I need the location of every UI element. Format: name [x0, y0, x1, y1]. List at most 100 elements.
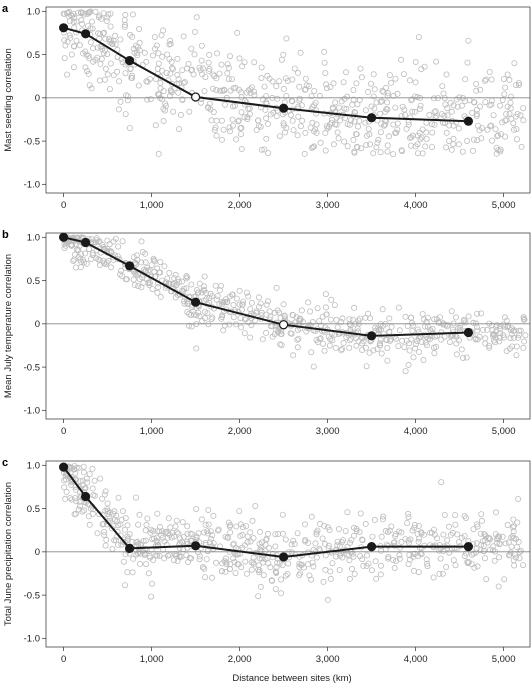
- scatter-point: [151, 45, 158, 52]
- scatter-point: [316, 92, 323, 99]
- scatter-point: [490, 112, 497, 119]
- scatter-point: [314, 305, 321, 312]
- scatter-point: [503, 117, 510, 124]
- scatter-point: [322, 304, 329, 311]
- scatter-point: [348, 537, 355, 544]
- scatter-point: [440, 531, 447, 538]
- scatter-point: [508, 331, 515, 338]
- scatter-point: [401, 106, 408, 113]
- scatter-point: [513, 352, 520, 359]
- scatter-point: [396, 327, 403, 334]
- scatter-point: [363, 141, 370, 148]
- scatter-point: [296, 560, 303, 567]
- scatter-point: [357, 65, 364, 72]
- scatter-point: [384, 344, 391, 351]
- scatter-point: [250, 561, 257, 568]
- scatter-point: [319, 327, 326, 334]
- scatter-point: [170, 108, 177, 115]
- scatter-point: [209, 532, 216, 539]
- scatter-point: [238, 145, 245, 152]
- scatter-point: [220, 327, 227, 334]
- scatter-point: [320, 578, 327, 585]
- scatter-point: [256, 303, 263, 310]
- scatter-point: [233, 295, 240, 302]
- scatter-point: [75, 247, 82, 254]
- scatter-point: [86, 471, 93, 478]
- scatter-point: [94, 54, 101, 61]
- scatter-point: [312, 540, 319, 547]
- scatter-point: [269, 78, 276, 85]
- scatter-point: [179, 67, 186, 74]
- scatter-point: [307, 124, 314, 131]
- scatter-point: [495, 132, 502, 139]
- scatter-point: [63, 10, 70, 17]
- scatter-point: [471, 99, 478, 106]
- scatter-point: [336, 567, 343, 574]
- mean-series-c: [58, 462, 473, 562]
- scatter-point: [80, 469, 87, 476]
- scatter-point: [202, 74, 209, 81]
- scatter-point: [179, 287, 186, 294]
- scatter-point: [342, 528, 349, 535]
- x-tick-label: 2,000: [228, 426, 252, 437]
- mean-point: [463, 541, 473, 552]
- scatter-point: [281, 312, 288, 319]
- scatter-point: [129, 33, 136, 40]
- scatter-point: [308, 513, 315, 520]
- scatter-point: [326, 527, 333, 534]
- scatter-point: [294, 530, 301, 537]
- scatter-point: [137, 560, 144, 567]
- scatter-point: [514, 519, 521, 526]
- scatter-point: [262, 548, 269, 555]
- scatter-point: [322, 566, 329, 573]
- scatter-point: [497, 102, 504, 109]
- scatter-point: [184, 544, 191, 551]
- scatter-point: [492, 509, 499, 516]
- mean-point: [279, 103, 289, 113]
- scatter-point: [411, 521, 418, 528]
- scatter-point: [184, 274, 191, 281]
- scatter-point: [225, 64, 232, 71]
- scatter-point: [335, 104, 342, 111]
- scatter-point: [502, 133, 509, 140]
- scatter-point: [454, 531, 461, 538]
- scatter-point: [368, 567, 375, 574]
- scatter-point: [103, 536, 110, 543]
- scatter-point: [85, 52, 92, 59]
- scatter-point: [511, 562, 518, 569]
- scatter-point: [443, 144, 450, 151]
- scatter-point: [289, 76, 296, 83]
- scatter-point: [122, 11, 129, 18]
- scatter-point: [409, 327, 416, 334]
- plot-frame-c: [45, 460, 531, 648]
- scatter-point: [229, 116, 236, 123]
- scatter-point: [93, 255, 100, 262]
- scatter-point: [152, 122, 159, 129]
- x-tick-label: 5,000: [492, 654, 516, 665]
- ylabel-a: Mast seeding correlation: [3, 48, 14, 152]
- scatter-point: [329, 105, 336, 112]
- scatter-point: [156, 552, 163, 559]
- scatter-point: [296, 83, 303, 90]
- scatter-point: [232, 570, 239, 577]
- scatter-point: [270, 109, 277, 116]
- scatter-point: [96, 261, 103, 268]
- scatter-point: [186, 310, 193, 317]
- scatter-point: [328, 119, 335, 126]
- scatter-point: [160, 106, 167, 113]
- scatter-point: [124, 93, 131, 100]
- scatter-point: [365, 560, 372, 567]
- scatter-point: [505, 552, 512, 559]
- scatter-point: [212, 282, 219, 289]
- scatter-point: [415, 535, 422, 542]
- scatter-point: [223, 559, 230, 566]
- scatter-point: [202, 574, 209, 581]
- scatter-point: [212, 124, 219, 131]
- scatter-point: [510, 523, 517, 530]
- scatter-point: [130, 45, 137, 52]
- scatter-point: [216, 287, 223, 294]
- scatter-point: [382, 84, 389, 91]
- scatter-point: [401, 112, 408, 119]
- mean-point: [80, 29, 91, 39]
- scatter-point: [60, 10, 67, 17]
